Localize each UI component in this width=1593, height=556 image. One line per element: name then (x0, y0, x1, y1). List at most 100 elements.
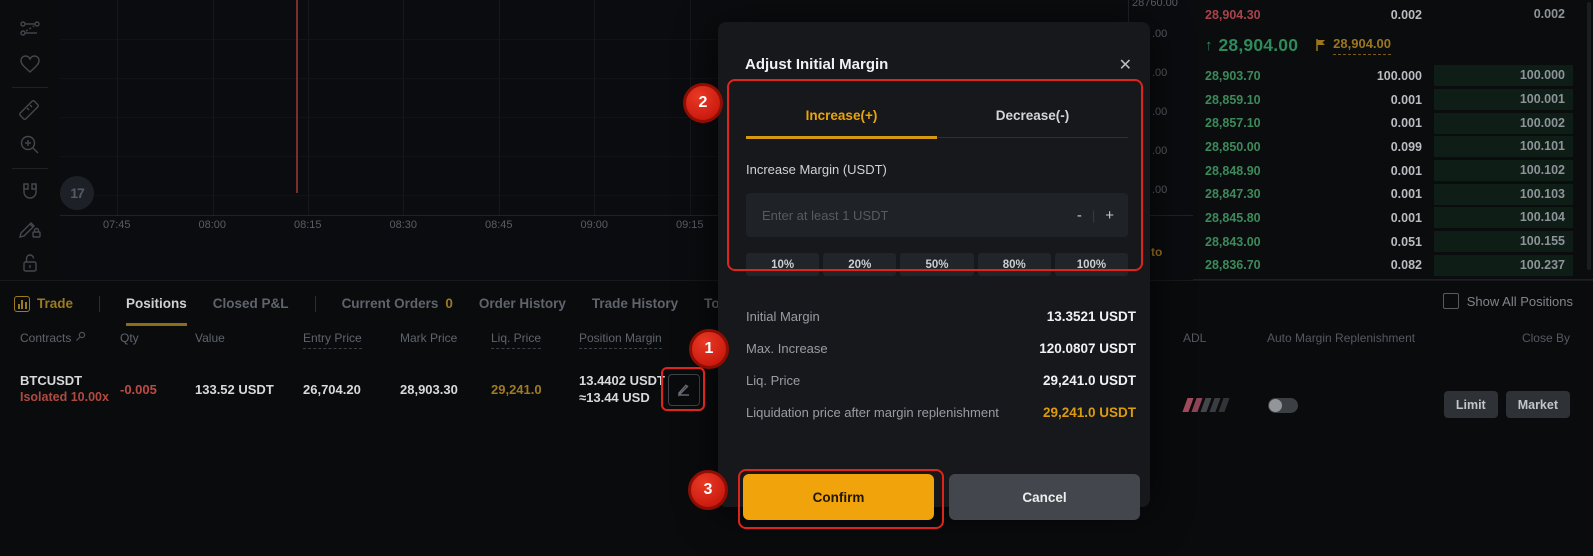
liq-price: 29,241.0 (491, 381, 542, 397)
auto-margin-toggle[interactable] (1268, 398, 1298, 413)
tab-increase[interactable]: Increase(+) (746, 108, 937, 139)
margin-amount-input[interactable] (760, 206, 1077, 224)
percent-option-button[interactable]: 20% (823, 253, 897, 276)
gridline (60, 39, 1128, 40)
zoom-in-icon[interactable] (17, 133, 43, 157)
favorites-heart-icon[interactable] (17, 51, 43, 75)
ruler-icon[interactable] (17, 99, 43, 123)
bid-qty: 0.001 (1390, 210, 1422, 225)
margin-amount-inputbox: - | + (746, 193, 1128, 237)
position-value: 133.52 USDT (195, 381, 274, 397)
header-entry-price[interactable]: Entry Price (303, 331, 362, 349)
pin-icon[interactable] (75, 331, 86, 345)
orderbook-scrollbar[interactable] (1587, 2, 1591, 270)
confirm-button[interactable]: Confirm (743, 474, 934, 520)
close-limit-button[interactable]: Limit (1443, 391, 1498, 418)
decrement-button[interactable]: - (1076, 206, 1082, 224)
time-axis-label: 08:30 (389, 219, 418, 231)
entry-price: 26,704.20 (303, 381, 361, 397)
cancel-button[interactable]: Cancel (949, 474, 1140, 520)
orderbook-bid-row[interactable]: 28,847.30 0.001 100.103 (1193, 182, 1593, 206)
percent-option-button[interactable]: 50% (900, 253, 974, 276)
bid-total: 100.104 (1434, 207, 1573, 229)
show-all-checkbox[interactable] (1442, 293, 1459, 309)
bid-qty: 0.001 (1390, 116, 1422, 131)
toolbar-divider (12, 86, 48, 88)
bid-qty: 0.001 (1390, 187, 1422, 202)
mark-price-flagged[interactable]: 28,904.00 (1333, 36, 1391, 55)
tab-divider (99, 295, 101, 312)
show-all-positions[interactable]: Show All Positions (1442, 293, 1573, 309)
auto-label-fragment: to (1151, 245, 1163, 259)
price-axis-label: .00 (1152, 67, 1168, 79)
orderbook-bid-row[interactable]: 28,848.90 0.001 100.102 (1193, 159, 1593, 183)
percent-options: 10% 20% 50% 80% 100% (746, 253, 1129, 276)
percent-option-button[interactable]: 100% (1054, 253, 1129, 276)
pattern-tool-icon[interactable] (17, 17, 43, 41)
header-contracts[interactable]: Contracts (20, 331, 120, 349)
bid-qty: 0.082 (1390, 258, 1422, 273)
orderbook-bid-row[interactable]: 28,836.70 0.082 100.237 (1193, 254, 1593, 278)
bid-price: 28,857.10 (1205, 116, 1261, 131)
time-axis-label: 09:15 (675, 219, 704, 231)
position-row: BTCUSDT Isolated 10.00x -0.005 133.52 US… (0, 357, 708, 421)
tab-positions[interactable]: Positions (126, 281, 187, 326)
toggle-knob (1269, 399, 1282, 412)
header-liq-price[interactable]: Liq. Price (491, 331, 542, 349)
last-price-row[interactable]: ↑ 28,904.00 28,904.00 (1193, 26, 1593, 64)
orderbook-bid-row[interactable]: 28,903.70 100.000 100.000 (1193, 64, 1593, 88)
bid-price: 28,843.00 (1205, 234, 1261, 249)
percent-option-button[interactable]: 10% (746, 253, 820, 276)
bid-price: 28,845.80 (1205, 210, 1261, 225)
info-row-liq-price: Liq. Price 29,241.0 USDT (746, 373, 1136, 388)
modal-title: Adjust Initial Margin (745, 56, 889, 73)
tab-trade[interactable]: Trade (14, 281, 73, 326)
price-axis-fragments: .00 .00 .00 .00 .00 (1152, 28, 1167, 223)
edit-margin-button[interactable] (668, 374, 700, 406)
bid-total: 100.002 (1434, 112, 1573, 134)
tab-closed-pl[interactable]: Closed P&L (212, 296, 289, 311)
bid-qty: 0.001 (1390, 92, 1422, 107)
bid-price: 28,836.70 (1205, 258, 1261, 273)
bid-price: 28,847.30 (1205, 187, 1261, 202)
contract-symbol[interactable]: BTCUSDT (20, 373, 83, 388)
gridline (308, 0, 309, 215)
tab-order-history[interactable]: Order History (478, 296, 566, 311)
orderbook-bid-row[interactable]: 28,857.10 0.001 100.002 (1193, 111, 1593, 135)
bid-total: 100.102 (1434, 160, 1573, 182)
bid-price: 28,850.00 (1205, 139, 1261, 154)
time-axis-label: 09:00 (580, 219, 609, 231)
orderbook-panel: 28,904.30 0.002 0.002 ↑ 28,904.00 28,904… (1193, 0, 1593, 280)
percent-option-button[interactable]: 80% (977, 253, 1051, 276)
header-value: Value (195, 331, 225, 345)
orderbook-bids: 28,903.70 100.000 100.000 28,859.10 0.00… (1193, 64, 1593, 277)
margin-amount-label: Increase Margin (USDT) (746, 162, 887, 177)
close-icon[interactable]: ✕ (1118, 57, 1132, 74)
header-position-margin[interactable]: Position Margin (579, 331, 662, 349)
orderbook-bid-row[interactable]: 28,859.10 0.001 100.001 (1193, 88, 1593, 112)
orderbook-bid-row[interactable]: 28,845.80 0.001 100.104 (1193, 206, 1593, 230)
unlock-icon[interactable] (17, 251, 43, 275)
orderbook-bid-row[interactable]: 28,843.00 0.051 100.155 (1193, 230, 1593, 254)
leverage-label[interactable]: Isolated 10.00x (20, 390, 109, 404)
magnet-icon[interactable] (17, 180, 43, 204)
tab-current-orders[interactable]: Current Orders 0 (341, 296, 453, 311)
time-axis[interactable]: 07:45 08:00 08:15 08:30 08:45 09:00 09:15 (69, 219, 738, 231)
drawing-lock-icon[interactable] (17, 215, 43, 241)
orderbook-bid-row[interactable]: 28,850.00 0.099 100.101 (1193, 135, 1593, 159)
position-margin: 13.4402 USDT (579, 373, 665, 388)
tab-trade-history[interactable]: Trade History (591, 296, 679, 311)
toolbar-divider (12, 168, 48, 170)
gridline (60, 117, 1128, 118)
bid-qty: 0.001 (1390, 163, 1422, 178)
stepper-divider: | (1091, 207, 1096, 223)
ask-total: 0.002 (1533, 7, 1565, 21)
increment-button[interactable]: + (1105, 206, 1114, 224)
current-orders-count: 0 (445, 296, 453, 311)
bid-total: 100.103 (1434, 183, 1573, 205)
tab-decrease[interactable]: Decrease(-) (995, 108, 1070, 123)
orderbook-ask-row[interactable]: 28,904.30 0.002 0.002 (1193, 4, 1593, 24)
info-row-max-increase: Max. Increase 120.0807 USDT (746, 341, 1136, 356)
close-market-button[interactable]: Market (1505, 391, 1570, 418)
gridline (213, 0, 214, 215)
